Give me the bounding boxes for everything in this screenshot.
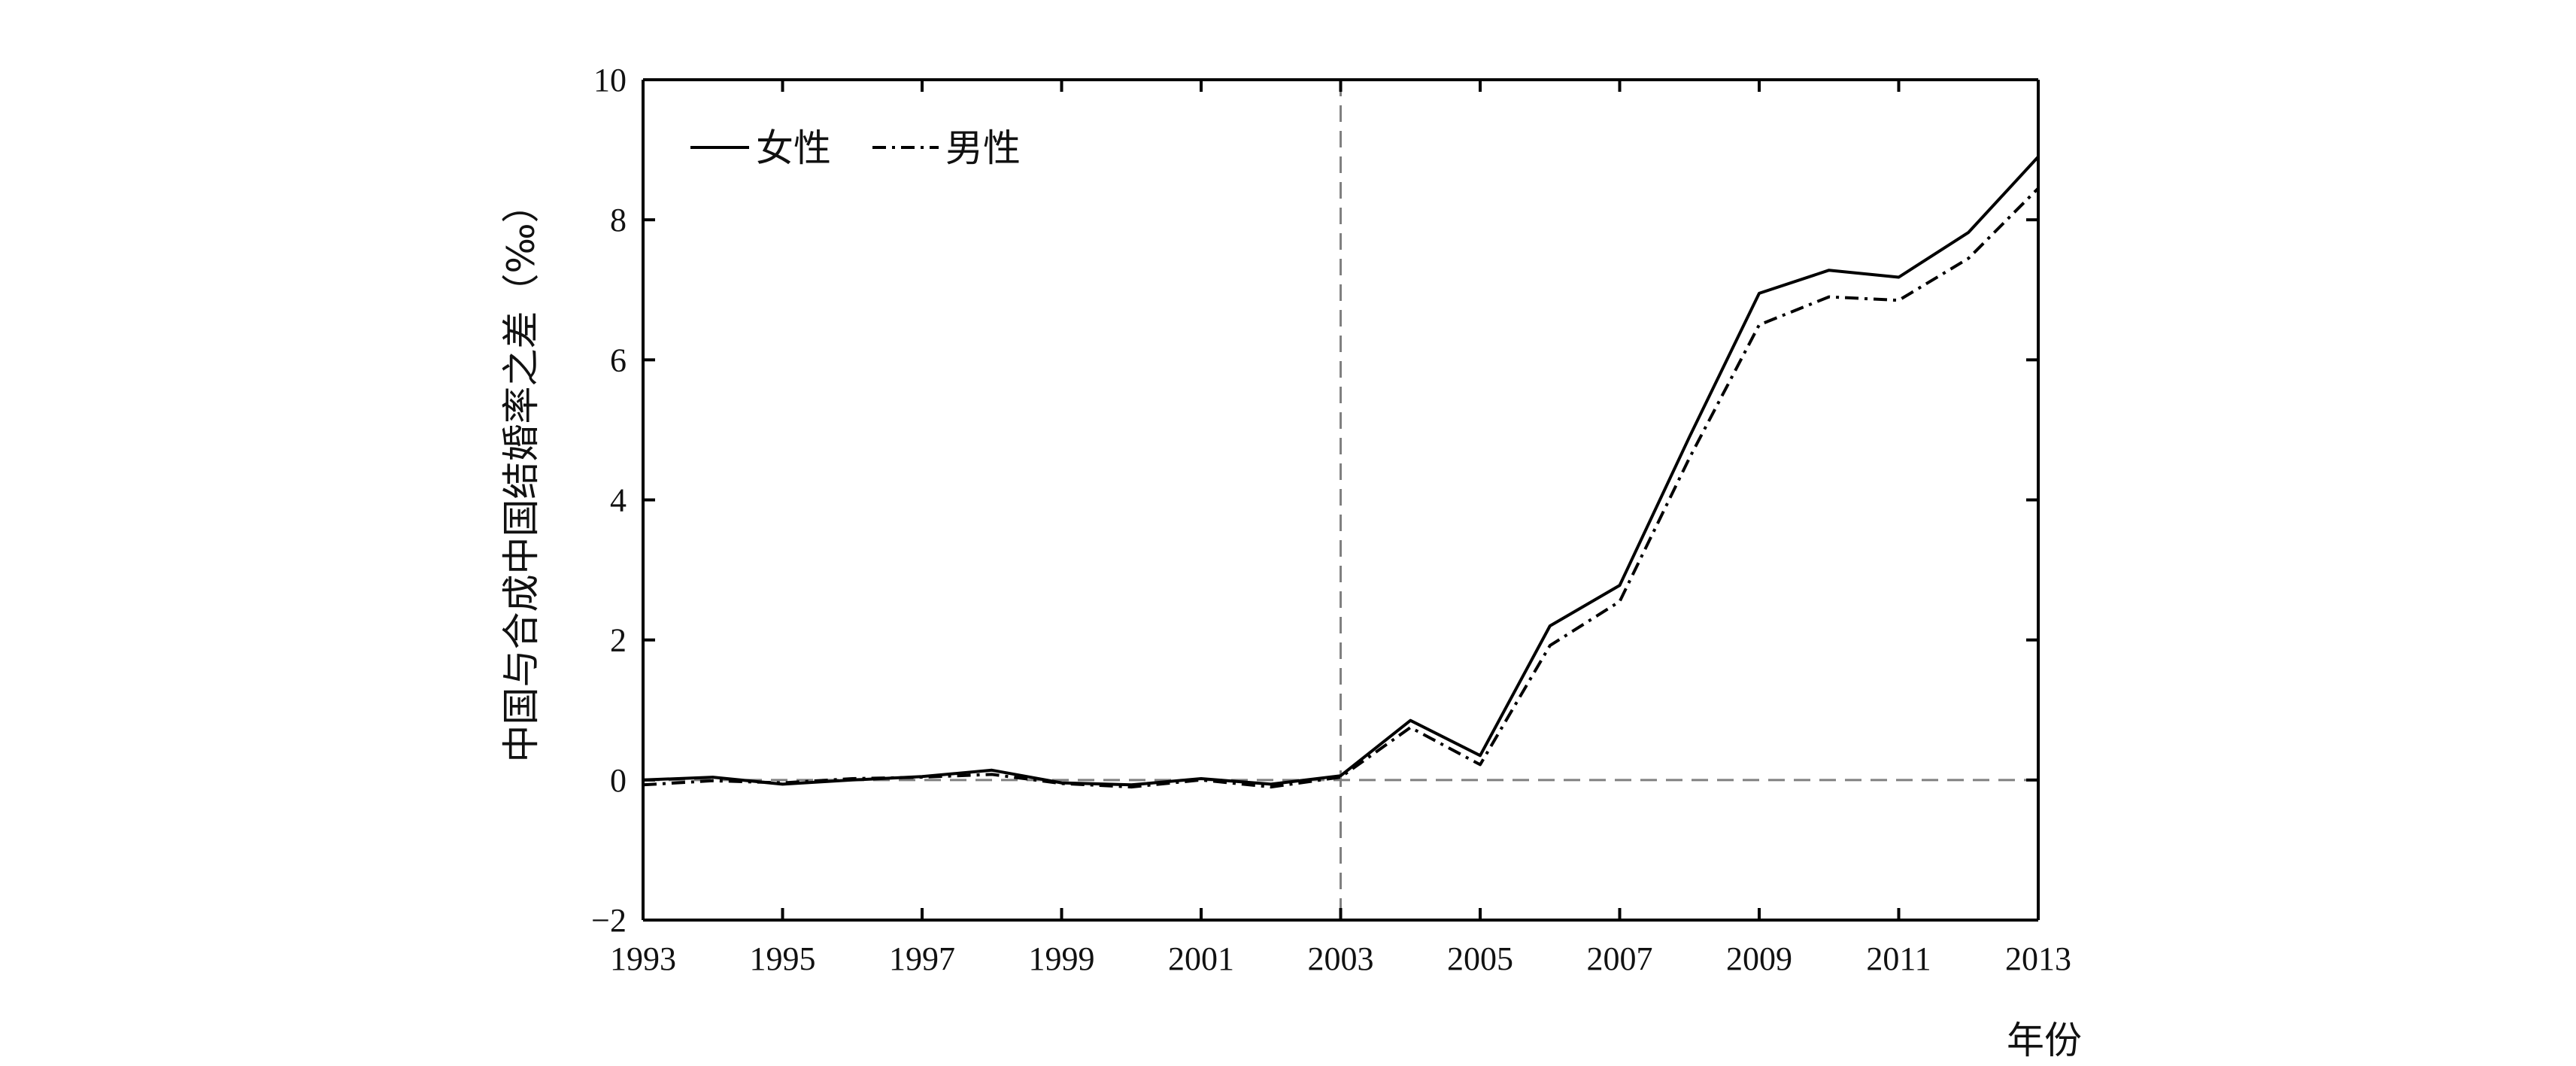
tick-labels: 1993 1995 1997 1999 2001 2003 2005 2007 2009 2011… — [591, 62, 2071, 977]
reference-lines — [643, 80, 2038, 920]
legend-label-male: 男性 — [945, 126, 1021, 170]
y-tick-label: 8 — [610, 202, 627, 238]
x-tick-label: 1995 — [750, 940, 816, 977]
ticks — [642, 78, 2040, 922]
y-tick-label: 0 — [610, 762, 627, 799]
x-axis-label: 年份 — [2007, 1019, 2082, 1062]
legend: 女性 男性 — [690, 126, 1021, 170]
x-tick-label: 2011 — [1866, 940, 1931, 977]
x-tick-label: 1999 — [1029, 940, 1095, 977]
y-axis-label: 中国与合成中国结婚率之差（‰） — [499, 185, 543, 762]
y-tick-label: 6 — [610, 342, 627, 378]
x-tick-label: 1993 — [610, 940, 676, 977]
legend-label-female: 女性 — [756, 126, 831, 170]
male-series-line — [642, 187, 2040, 789]
y-tick-label: −2 — [591, 902, 627, 939]
x-tick-label: 1997 — [889, 940, 955, 977]
y-tick-label: 2 — [610, 622, 627, 659]
x-tick-label: 2003 — [1308, 940, 1374, 977]
x-tick-label: 2007 — [1587, 940, 1653, 977]
x-tick-label: 2009 — [1726, 940, 1792, 977]
series-layer — [642, 156, 2040, 789]
x-tick-label: 2001 — [1168, 940, 1234, 977]
y-tick-label: 10 — [593, 62, 627, 99]
x-tick-label: 2013 — [2005, 940, 2071, 977]
x-tick-label: 2005 — [1447, 940, 1513, 977]
y-tick-label: 4 — [610, 482, 627, 519]
